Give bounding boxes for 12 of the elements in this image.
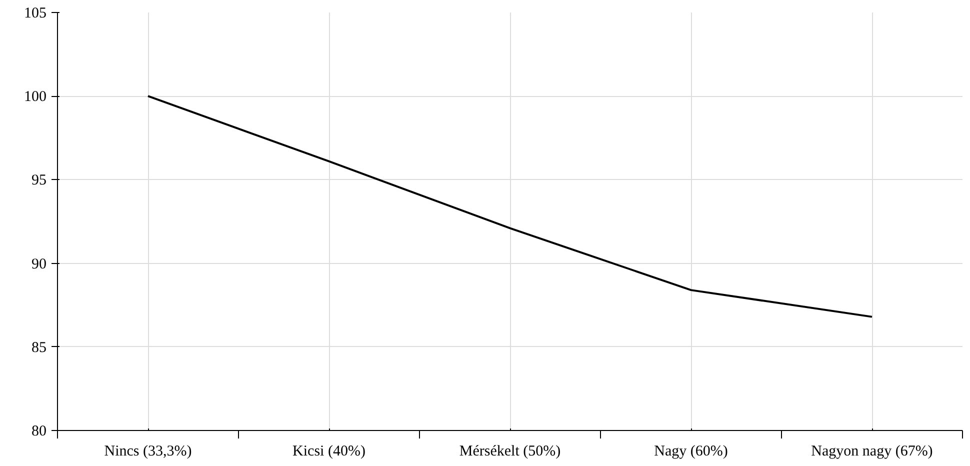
x-tick-label: Nagyon nagy (67%) — [811, 444, 933, 460]
x-tick-label: Nincs (33,3%) — [104, 444, 192, 460]
y-tick-label: 90 — [32, 256, 46, 272]
y-tick-label: 95 — [32, 172, 46, 189]
y-tick-label: 100 — [24, 89, 46, 106]
y-tick-label: 80 — [32, 424, 46, 440]
x-tick-label: Nagy (60%) — [654, 444, 728, 460]
y-tick-label: 85 — [32, 340, 46, 356]
line-series — [147, 95, 873, 318]
y-tick-label: 105 — [24, 6, 46, 22]
x-tick-label: Mérsékelt (50%) — [459, 444, 561, 460]
x-tick-label: Kicsi (40%) — [292, 444, 366, 460]
